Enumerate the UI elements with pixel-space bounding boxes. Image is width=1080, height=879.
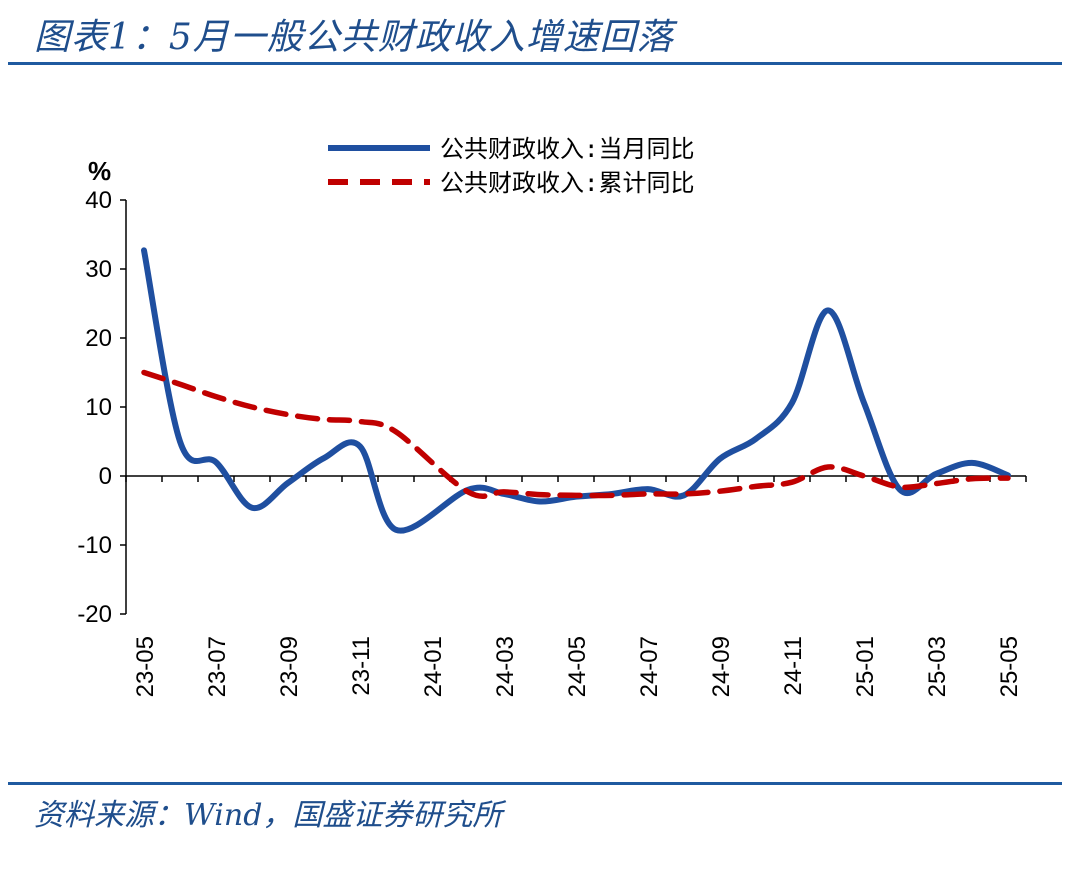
x-tick-label: 24-05 — [564, 636, 591, 697]
x-tick-label: 25-01 — [852, 636, 879, 697]
legend-label: 公共财政收入:累计同比 — [440, 169, 694, 197]
y-tick-label: 30 — [85, 256, 112, 283]
x-tick-label: 23-07 — [204, 636, 231, 697]
legend-label: 公共财政收入:当月同比 — [440, 135, 694, 163]
y-tick-label: 10 — [85, 394, 112, 421]
x-tick-label: 24-07 — [636, 636, 663, 697]
x-tick-label: 23-05 — [132, 636, 159, 697]
x-tick-label: 25-03 — [924, 636, 951, 697]
y-tick-label: -10 — [77, 532, 112, 559]
title-divider — [8, 62, 1062, 65]
x-tick-label: 24-01 — [420, 636, 447, 697]
x-tick-label: 24-11 — [780, 636, 807, 696]
source-note: 资料来源：Wind，国盛证券研究所 — [34, 798, 503, 833]
series-line-1 — [141, 247, 1011, 534]
y-tick-label: 40 — [85, 187, 112, 214]
y-tick-label: 20 — [85, 325, 112, 352]
x-tick-label: 23-09 — [276, 636, 303, 697]
x-tick-label: 24-03 — [492, 636, 519, 697]
x-tick-label: 24-09 — [708, 636, 735, 697]
chart-title: 图表1：5月一般公共财政收入增速回落 — [34, 17, 674, 58]
y-tick-label: 0 — [99, 463, 112, 490]
y-tick-label: -20 — [77, 601, 112, 628]
y-unit-label: % — [88, 156, 111, 186]
footer-divider — [8, 782, 1062, 785]
x-tick-label: 25-05 — [996, 636, 1023, 697]
x-tick-label: 23-11 — [348, 636, 375, 696]
series-line-2 — [141, 369, 1011, 499]
